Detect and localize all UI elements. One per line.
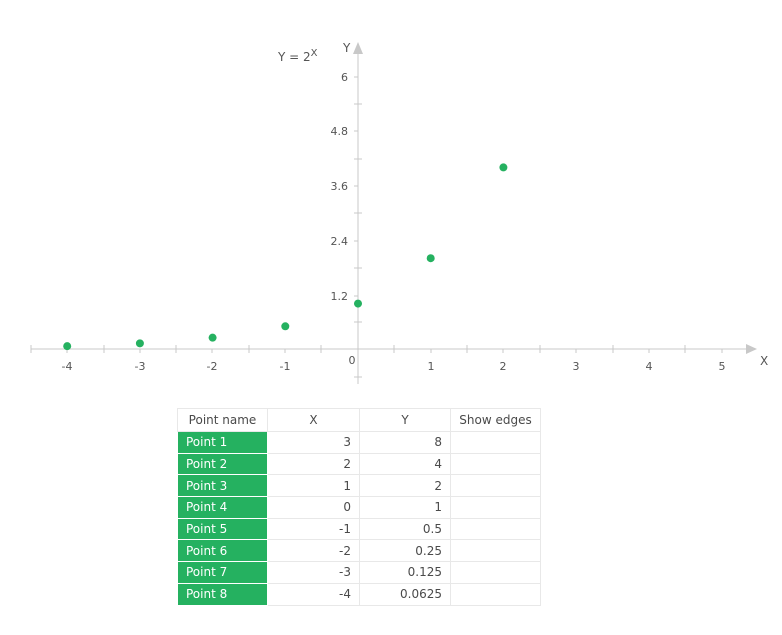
show-edges-cell[interactable]	[450, 431, 541, 454]
point-name-cell[interactable]: Point 3	[177, 474, 268, 498]
data-point	[135, 339, 144, 348]
table-row[interactable]: Point 2 2 4	[177, 452, 541, 476]
x-cell[interactable]: -2	[267, 539, 360, 563]
x-cell[interactable]: 1	[267, 474, 360, 498]
svg-text:-3: -3	[135, 360, 146, 373]
y-axis-tick-labels: 1.2 2.4 3.6 4.8 6	[331, 71, 349, 303]
show-edges-cell[interactable]	[450, 561, 541, 584]
x-cell[interactable]: -1	[267, 517, 360, 541]
show-edges-cell[interactable]	[450, 452, 541, 476]
y-cell[interactable]: 0.5	[359, 517, 451, 541]
header-point-name: Point name	[177, 408, 268, 432]
data-point	[281, 322, 290, 331]
table-row[interactable]: Point 1 3 8	[177, 431, 541, 454]
data-points	[63, 163, 508, 351]
y-cell[interactable]: 1	[359, 496, 451, 519]
header-show-edges: Show edges	[450, 408, 541, 432]
y-cell[interactable]: 0.0625	[359, 582, 451, 606]
svg-text:-4: -4	[62, 360, 73, 373]
data-point	[208, 333, 217, 342]
svg-text:1.2: 1.2	[331, 290, 349, 303]
data-point	[63, 342, 72, 351]
x-cell[interactable]: 2	[267, 452, 360, 476]
svg-text:-1: -1	[280, 360, 291, 373]
point-name-cell[interactable]: Point 2	[177, 452, 268, 476]
show-edges-cell[interactable]	[450, 539, 541, 563]
table-row[interactable]: Point 8 -4 0.0625	[177, 582, 541, 606]
y-axis-label: Y	[342, 41, 351, 55]
show-edges-cell[interactable]	[450, 474, 541, 498]
x-cell[interactable]: -4	[267, 582, 360, 606]
svg-text:1: 1	[428, 360, 435, 373]
svg-text:5: 5	[719, 360, 726, 373]
table-row[interactable]: Point 6 -2 0.25	[177, 539, 541, 563]
show-edges-cell[interactable]	[450, 582, 541, 606]
x-axis-tick-labels: -4 -3 -2 -1 0 1 2 3 4 5	[62, 354, 726, 373]
x-axis-label: X	[760, 354, 768, 368]
svg-text:4.8: 4.8	[331, 125, 349, 138]
y-axis-ticks	[354, 76, 362, 378]
svg-text:3.6: 3.6	[331, 180, 349, 193]
x-cell[interactable]: 0	[267, 496, 360, 519]
table-row[interactable]: Point 3 1 2	[177, 474, 541, 498]
header-x: X	[267, 408, 360, 432]
data-point	[499, 163, 508, 172]
point-name-cell[interactable]: Point 8	[177, 582, 268, 606]
svg-text:2: 2	[500, 360, 507, 373]
svg-text:-2: -2	[207, 360, 218, 373]
x-axis-arrow-icon	[746, 344, 757, 354]
svg-text:0: 0	[349, 354, 356, 367]
data-point	[426, 254, 435, 263]
x-cell[interactable]: 3	[267, 431, 360, 454]
y-cell[interactable]: 2	[359, 474, 451, 498]
point-name-cell[interactable]: Point 7	[177, 561, 268, 584]
point-name-cell[interactable]: Point 4	[177, 496, 268, 519]
svg-text:2.4: 2.4	[331, 235, 349, 248]
svg-text:6: 6	[341, 71, 348, 84]
table-row[interactable]: Point 4 0 1	[177, 496, 541, 519]
y-cell[interactable]: 0.125	[359, 561, 451, 584]
show-edges-cell[interactable]	[450, 496, 541, 519]
y-cell[interactable]: 0.25	[359, 539, 451, 563]
table-header-row: Point name X Y Show edges	[177, 408, 541, 432]
y-axis-arrow-icon	[353, 42, 363, 54]
show-edges-cell[interactable]	[450, 517, 541, 541]
point-name-cell[interactable]: Point 5	[177, 517, 268, 541]
y-cell[interactable]: 8	[359, 431, 451, 454]
svg-text:3: 3	[573, 360, 580, 373]
scatter-chart: Y = 2X X Y -4 -3 -2 -1 0 1 2 3 4	[30, 41, 768, 384]
header-y: Y	[359, 408, 451, 432]
point-name-cell[interactable]: Point 6	[177, 539, 268, 563]
table-row[interactable]: Point 5 -1 0.5	[177, 517, 541, 541]
point-name-cell[interactable]: Point 1	[177, 431, 268, 454]
points-table: Point name X Y Show edges Point 1 3 8 Po…	[177, 408, 541, 606]
chart-formula: Y = 2X	[277, 48, 318, 64]
x-axis-ticks	[30, 345, 723, 353]
table-row[interactable]: Point 7 -3 0.125	[177, 561, 541, 584]
y-cell[interactable]: 4	[359, 452, 451, 476]
svg-text:4: 4	[646, 360, 653, 373]
data-point	[354, 299, 362, 308]
x-cell[interactable]: -3	[267, 561, 360, 584]
